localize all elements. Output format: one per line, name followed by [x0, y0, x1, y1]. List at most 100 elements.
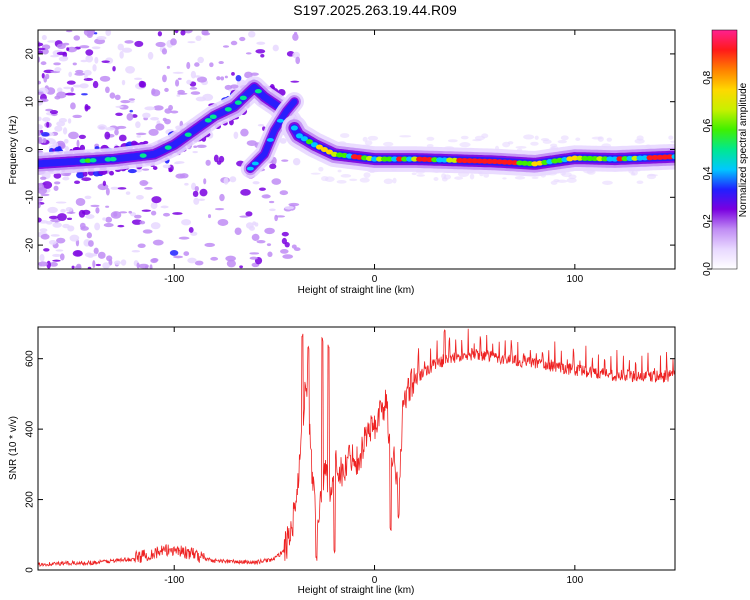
noise-blob: [199, 188, 208, 197]
x-tick-label: -100: [164, 274, 184, 285]
ridge-peak: [476, 158, 484, 164]
noise-blob: [78, 209, 86, 218]
ridge-peak: [526, 160, 534, 167]
noise-blob: [114, 260, 121, 266]
noise-blob: [514, 175, 526, 180]
noise-blob: [207, 214, 212, 219]
noise-blob: [161, 48, 168, 55]
noise-blob: [79, 83, 89, 89]
ridge-peak: [451, 157, 459, 163]
ridge-peak: [109, 156, 117, 162]
noise-blob: [137, 243, 146, 249]
noise-blob: [197, 56, 204, 64]
noise-blob: [57, 213, 67, 221]
noise-blob: [284, 205, 294, 210]
noise-blob: [110, 211, 122, 219]
noise-blob: [102, 180, 107, 187]
noise-blob: [38, 217, 42, 223]
ridge-blob: [76, 171, 85, 179]
noise-blob: [54, 67, 62, 72]
noise-blob: [50, 218, 61, 223]
ridge-peak: [631, 155, 639, 161]
noise-blob: [194, 185, 199, 192]
ridge-peak: [401, 156, 409, 162]
noise-blob: [168, 168, 173, 173]
noise-blob: [170, 110, 179, 114]
ridge-peak: [411, 156, 419, 162]
ridge-peak: [104, 157, 112, 162]
noise-blob: [144, 106, 156, 111]
noise-blob: [523, 134, 535, 140]
noise-blob: [196, 144, 207, 148]
noise-blob: [96, 35, 107, 41]
noise-blob: [164, 87, 169, 92]
noise-blob: [117, 187, 127, 190]
noise-blob: [66, 80, 76, 85]
noise-blob: [245, 211, 253, 217]
noise-blob: [151, 196, 162, 204]
noise-blob: [164, 108, 172, 114]
noise-blob: [88, 240, 94, 247]
noise-blob: [254, 222, 259, 227]
noise-blob: [279, 137, 287, 144]
noise-blob: [93, 32, 98, 35]
noise-blob: [102, 262, 110, 269]
noise-blob: [150, 202, 158, 210]
noise-blob: [136, 135, 142, 138]
ridge-peak: [251, 161, 259, 166]
ridge-peak: [239, 95, 247, 101]
y-tick-label: -20: [25, 237, 36, 252]
spectrogram-ylabel: Frequency (Hz): [8, 116, 19, 185]
noise-blob: [267, 251, 273, 258]
noise-blob: [131, 250, 141, 253]
noise-blob: [256, 239, 266, 244]
noise-blob: [364, 140, 373, 146]
ridge-peak: [246, 166, 254, 171]
noise-blob: [83, 69, 92, 76]
noise-blob: [85, 252, 93, 258]
noise-blob: [63, 86, 72, 90]
noise-blob: [38, 50, 43, 55]
noise-blob: [66, 46, 77, 53]
noise-blob: [231, 71, 235, 76]
ridge-peak: [426, 156, 434, 163]
noise-blob: [76, 263, 82, 269]
noise-blob: [194, 62, 200, 67]
noise-blob: [90, 204, 100, 208]
ridge-peak: [254, 88, 262, 94]
noise-blob: [79, 45, 90, 49]
noise-blob: [275, 215, 286, 218]
noise-blob: [49, 110, 59, 115]
noise-blob: [244, 71, 253, 79]
noise-blob: [196, 76, 207, 83]
noise-blob: [66, 217, 73, 221]
noise-blob: [447, 139, 458, 143]
colorbar-ticks: 0.0 0.2 0.4 0.6 0.8: [702, 70, 713, 276]
noise-blob: [606, 137, 613, 142]
noise-blob: [160, 205, 169, 209]
noise-blob: [282, 254, 294, 259]
noise-blob: [441, 173, 447, 179]
noise-blob: [42, 117, 51, 122]
noise-blob: [65, 92, 76, 96]
noise-blob: [142, 112, 151, 119]
ridge-peak: [471, 158, 479, 164]
noise-blob: [166, 65, 171, 69]
snr-panel: -100 0 100 0 200 400 600 Height of straight li…: [8, 326, 676, 596]
noise-blob: [162, 117, 167, 122]
noise-blob: [149, 264, 153, 269]
noise-blob: [219, 193, 225, 202]
noise-blob: [557, 139, 567, 144]
noise-blob: [53, 172, 62, 179]
noise-blob: [81, 177, 92, 182]
noise-blob: [255, 49, 266, 54]
ridge-peak: [481, 158, 489, 164]
snr-ticks: -100 0 100 0 200 400 600: [25, 327, 675, 586]
ridge-peak: [386, 156, 394, 162]
noise-blob: [41, 131, 50, 137]
noise-blob: [38, 80, 42, 85]
noise-blob: [272, 44, 279, 52]
noise-blob: [295, 56, 301, 65]
noise-blob: [38, 136, 43, 145]
colorbar-label: Normalized spectral amplitude: [738, 82, 749, 217]
